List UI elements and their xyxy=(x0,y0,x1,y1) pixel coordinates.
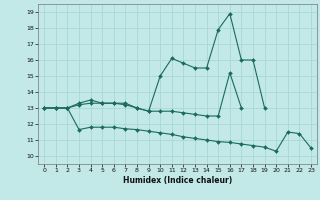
X-axis label: Humidex (Indice chaleur): Humidex (Indice chaleur) xyxy=(123,176,232,185)
